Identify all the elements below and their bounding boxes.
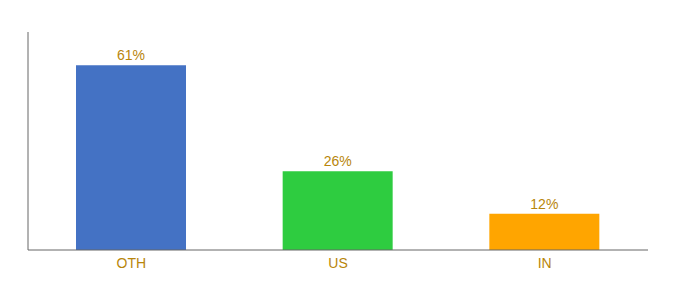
svg-text:61%: 61% [117, 47, 145, 63]
svg-text:12%: 12% [530, 196, 558, 212]
svg-text:US: US [328, 255, 347, 271]
svg-text:IN: IN [538, 255, 552, 271]
svg-text:26%: 26% [324, 153, 352, 169]
svg-text:OTH: OTH [117, 255, 147, 271]
